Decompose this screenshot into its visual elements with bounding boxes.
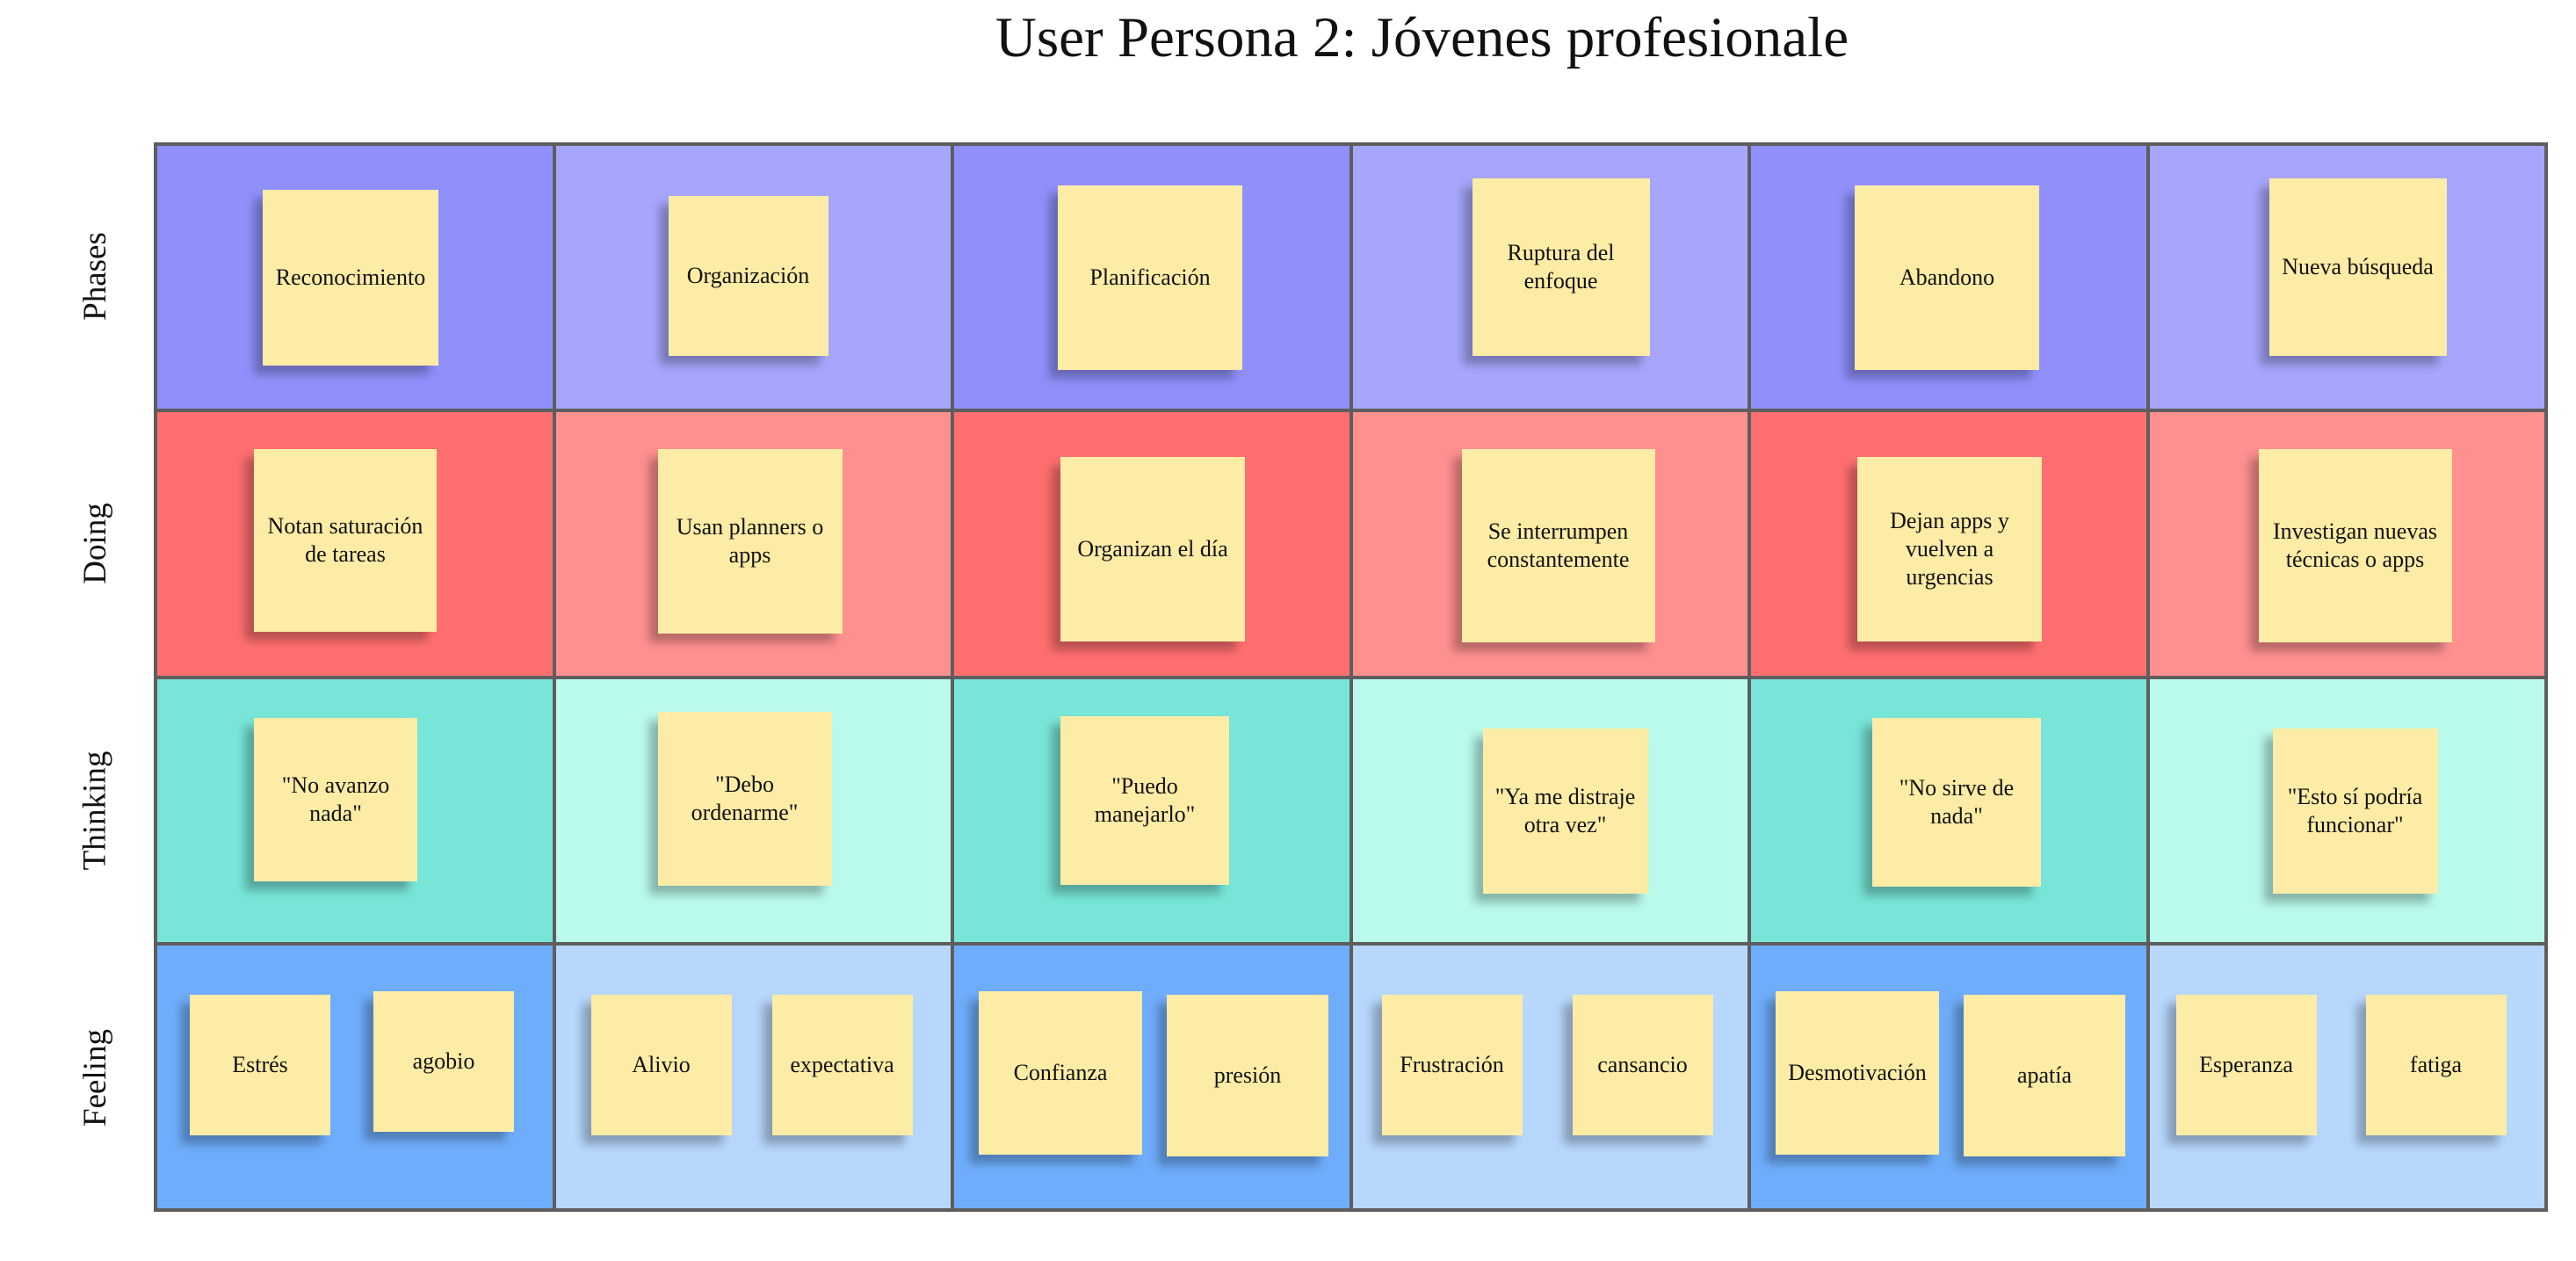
- cell-feeling-6: Esperanza fatiga: [2147, 943, 2546, 1210]
- sticky-note[interactable]: Estrés: [190, 994, 330, 1135]
- cell-doing-1: Notan saturación de tareas: [156, 410, 554, 678]
- row-label-phases: Phases: [76, 231, 113, 321]
- cell-phases-4: Ruptura del enfoque: [1350, 144, 1749, 411]
- sticky-note[interactable]: Ruptura del enfoque: [1472, 178, 1650, 356]
- cell-feeling-5: Desmotivación apatía: [1749, 943, 2148, 1210]
- sticky-note[interactable]: Se interrumpen constantemente: [1461, 449, 1655, 643]
- sticky-note[interactable]: Organizan el día: [1060, 457, 1245, 642]
- sticky-note[interactable]: "Debo ordenarme": [657, 711, 832, 886]
- row-label-thinking: Thinking: [76, 750, 113, 870]
- cell-phases-6: Nueva búsqueda: [2147, 144, 2546, 411]
- sticky-note[interactable]: Usan planners o apps: [657, 449, 843, 634]
- sticky-note[interactable]: Reconocimiento: [263, 190, 438, 366]
- row-label-feeling: Feeling: [76, 1029, 113, 1127]
- row-label-doing: Doing: [76, 502, 113, 584]
- cell-phases-5: Abandono: [1749, 144, 2148, 411]
- sticky-note[interactable]: agobio: [373, 990, 514, 1132]
- sticky-note[interactable]: "No sirve de nada": [1872, 717, 2041, 887]
- sticky-note[interactable]: Investigan nuevas técnicas o apps: [2258, 449, 2452, 643]
- cell-doing-6: Investigan nuevas técnicas o apps: [2147, 410, 2546, 678]
- cell-thinking-6: "Esto sí podría funcionar": [2147, 677, 2546, 944]
- sticky-note[interactable]: Notan saturación de tareas: [254, 449, 437, 633]
- sticky-note[interactable]: "Puedo manejarlo": [1060, 715, 1229, 885]
- cell-doing-5: Dejan apps y vuelven a urgencias: [1749, 410, 2148, 678]
- sticky-note[interactable]: Nueva búsqueda: [2268, 178, 2447, 356]
- cell-feeling-1: Estrés agobio: [156, 943, 554, 1210]
- cell-doing-3: Organizan el día: [952, 410, 1351, 678]
- sticky-note[interactable]: "No avanzo nada": [254, 717, 417, 881]
- cell-feeling-3: Confianza presión: [952, 943, 1351, 1210]
- sticky-note[interactable]: Alivio: [590, 994, 732, 1135]
- sticky-note[interactable]: apatía: [1964, 994, 2125, 1156]
- cell-thinking-4: "Ya me distraje otra vez": [1350, 677, 1749, 944]
- cell-phases-2: Organización: [554, 144, 952, 411]
- sticky-note[interactable]: Desmotivación: [1776, 990, 1939, 1155]
- cell-phases-1: Reconocimiento: [156, 144, 554, 411]
- sticky-note[interactable]: Planificación: [1058, 185, 1242, 370]
- sticky-note[interactable]: presión: [1167, 994, 1328, 1156]
- sticky-note[interactable]: "Esto sí podría funcionar": [2272, 728, 2438, 894]
- cell-thinking-1: "No avanzo nada": [156, 677, 554, 944]
- sticky-note[interactable]: Abandono: [1855, 185, 2039, 370]
- sticky-note[interactable]: cansancio: [1572, 994, 1713, 1135]
- sticky-note[interactable]: "Ya me distraje otra vez": [1482, 728, 1648, 894]
- sticky-note[interactable]: Confianza: [979, 990, 1142, 1155]
- cell-feeling-2: Alivio expectativa: [554, 943, 952, 1210]
- cell-thinking-3: "Puedo manejarlo": [952, 677, 1351, 944]
- cell-doing-4: Se interrumpen constantemente: [1350, 410, 1749, 678]
- sticky-note[interactable]: Organización: [668, 196, 829, 356]
- cell-thinking-2: "Debo ordenarme": [554, 677, 952, 944]
- sticky-note[interactable]: expectativa: [771, 994, 913, 1135]
- cell-phases-3: Planificación: [952, 144, 1351, 411]
- sticky-note[interactable]: Frustración: [1381, 994, 1523, 1135]
- board-title: User Persona 2: Jóvenes profesionale: [995, 6, 1849, 69]
- sticky-note[interactable]: Dejan apps y vuelven a urgencias: [1857, 457, 2042, 642]
- cell-feeling-4: Frustración cansancio: [1350, 943, 1749, 1210]
- cell-thinking-5: "No sirve de nada": [1749, 677, 2148, 944]
- cell-doing-2: Usan planners o apps: [554, 410, 952, 678]
- sticky-note[interactable]: fatiga: [2365, 994, 2507, 1135]
- journey-map-grid: Reconocimiento Organización Planificació…: [154, 142, 2548, 1212]
- sticky-note[interactable]: Esperanza: [2175, 994, 2317, 1135]
